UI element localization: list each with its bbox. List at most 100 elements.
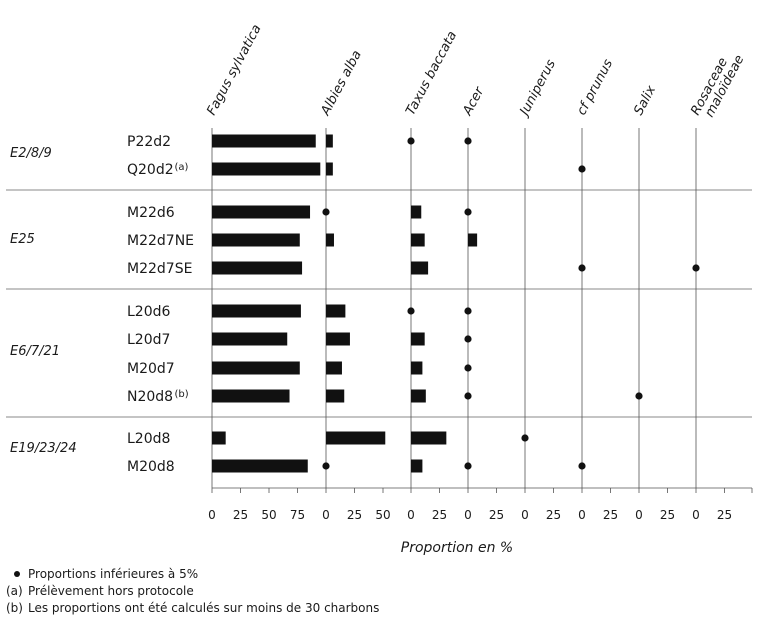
proportion-bar	[212, 233, 300, 247]
proportion-bar	[411, 459, 423, 473]
group-label: E25	[10, 232, 35, 247]
sample-note: (a)	[175, 162, 189, 173]
small-proportion-dot	[578, 462, 586, 470]
tick-label: 25	[432, 508, 447, 522]
tick-label: 0	[322, 508, 330, 522]
sample-label: L20d7	[127, 332, 170, 348]
legend-b-key: (b)	[6, 601, 23, 615]
legend-b-row: (b) Les proportions ont été calculés sur …	[6, 600, 379, 617]
tick-label: 50	[375, 508, 390, 522]
proportion-bar	[326, 361, 342, 375]
tick-label: 25	[233, 508, 248, 522]
tick-label: 0	[635, 508, 643, 522]
tick-label: 25	[717, 508, 732, 522]
small-proportion-dot	[692, 264, 700, 272]
tick-label: 25	[546, 508, 561, 522]
small-proportion-dot	[407, 307, 415, 315]
sample-label: P22d2	[127, 134, 171, 150]
proportion-bar	[326, 431, 386, 445]
proportion-bar	[411, 361, 423, 375]
proportion-bar	[212, 332, 288, 346]
proportion-bar	[411, 332, 425, 346]
small-proportion-dot	[464, 335, 472, 343]
tick-label: 0	[578, 508, 586, 522]
small-proportion-dot	[464, 307, 472, 315]
proportion-bar	[326, 233, 334, 247]
tick-label: 0	[692, 508, 700, 522]
sample-label: L20d8	[127, 431, 170, 447]
proportion-bar	[212, 459, 308, 473]
small-proportion-dot	[635, 392, 643, 400]
taxon-header: Taxus baccata	[403, 29, 460, 118]
proportion-bar	[468, 233, 478, 247]
tick-label: 0	[407, 508, 415, 522]
proportion-bar	[212, 389, 290, 403]
legend-dot-text: Proportions inférieures à 5%	[28, 567, 199, 581]
small-proportion-dot	[464, 137, 472, 145]
sample-label: M22d7SE	[127, 261, 192, 277]
taxon-header: Fagus sylvatica	[204, 22, 264, 118]
taxon-header: Albies alba	[318, 48, 365, 119]
proportion-bar	[212, 304, 301, 318]
proportion-bar	[212, 134, 316, 148]
dot-icon	[14, 571, 20, 577]
small-proportion-dot	[464, 392, 472, 400]
sample-note: (b)	[175, 389, 189, 400]
proportion-bar	[326, 389, 345, 403]
proportion-bar	[212, 162, 321, 176]
taxon-header: Juniperus	[516, 57, 559, 120]
small-proportion-dot	[322, 208, 330, 216]
legend-a-text: Prélèvement hors protocole	[28, 584, 194, 598]
tick-label: 25	[347, 508, 362, 522]
sample-label: Q20d2	[127, 162, 174, 178]
tick-label: 75	[290, 508, 305, 522]
taxon-proportion-chart: 0 25 50 75 0 25 50 0 25 0 25 0 25 0 25 0 25 0 25 Fagus sylv…	[6, 22, 753, 556]
sample-label: M20d7	[127, 361, 175, 377]
small-proportion-dot	[322, 462, 330, 470]
legend-b-text: Les proportions ont été calculés sur moi…	[28, 601, 380, 615]
tick-label: 0	[208, 508, 216, 522]
proportion-bar	[411, 205, 422, 219]
proportion-bar	[411, 389, 426, 403]
sample-label: M20d8	[127, 459, 175, 475]
tick-label: 0	[464, 508, 472, 522]
sample-label: N20d8	[127, 389, 173, 405]
small-proportion-dot	[464, 462, 472, 470]
small-proportion-dot	[464, 208, 472, 216]
x-axis-label: Proportion en %	[401, 540, 513, 556]
legend-a-row: (a) Prélèvement hors protocole	[6, 583, 379, 600]
small-proportion-dot	[407, 137, 415, 145]
proportion-bar	[326, 332, 350, 346]
group-label: E6/7/21	[10, 344, 60, 359]
taxon-header: Salix	[631, 83, 659, 118]
sample-label: M22d6	[127, 205, 175, 221]
proportion-bar	[411, 431, 447, 445]
group-label: E19/23/24	[10, 441, 77, 456]
sample-label: L20d6	[127, 304, 171, 320]
legend: Proportions inférieures à 5% (a) Prélèvem…	[6, 566, 379, 617]
sample-label: M22d7NE	[127, 233, 194, 249]
legend-a-key: (a)	[6, 584, 23, 598]
proportion-bar	[212, 261, 303, 275]
small-proportion-dot	[578, 264, 586, 272]
proportion-bar	[326, 162, 333, 176]
small-proportion-dot	[464, 364, 472, 372]
proportion-bar	[212, 431, 226, 445]
tick-label: 25	[489, 508, 504, 522]
proportion-bar	[326, 134, 333, 148]
taxon-header: Acer	[460, 83, 488, 118]
proportion-bar	[326, 304, 346, 318]
small-proportion-dot	[578, 165, 586, 173]
legend-dot-row: Proportions inférieures à 5%	[6, 566, 379, 583]
group-label: E2/8/9	[10, 146, 52, 161]
proportion-bar	[411, 261, 429, 275]
taxon-header: cf prunus	[574, 57, 616, 118]
proportion-bar	[411, 233, 425, 247]
small-proportion-dot	[521, 434, 529, 442]
tick-label: 0	[521, 508, 529, 522]
tick-label: 25	[660, 508, 675, 522]
tick-label: 25	[603, 508, 618, 522]
proportion-bar	[212, 205, 311, 219]
tick-label: 50	[261, 508, 276, 522]
proportion-bar	[212, 361, 300, 375]
